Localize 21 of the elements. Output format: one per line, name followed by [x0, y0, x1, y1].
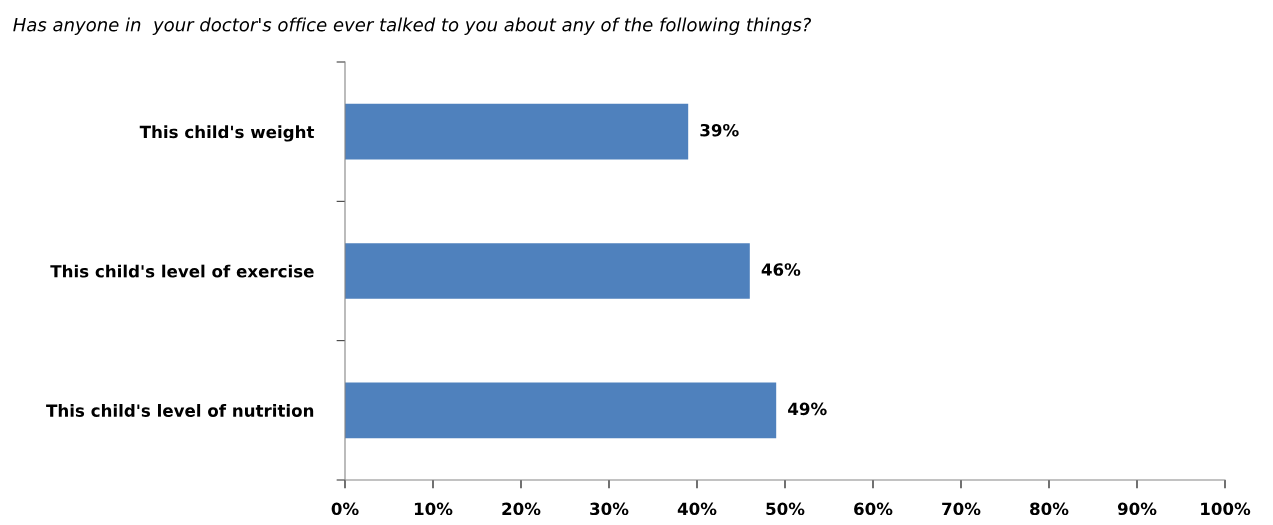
- x-tick-label: 30%: [590, 502, 629, 516]
- x-tick-label: 10%: [414, 502, 453, 516]
- bar: [345, 382, 777, 439]
- data-label: 49%: [788, 402, 827, 416]
- x-tick-label: 100%: [1201, 502, 1251, 516]
- bar: [345, 103, 689, 160]
- chart-title: Has anyone in your doctor's office ever talked to you about any of the following things?: [13, 17, 812, 35]
- bar: [345, 243, 750, 299]
- x-tick-label: 90%: [1117, 502, 1157, 516]
- y-tick-label: This child's level of nutrition: [46, 404, 314, 417]
- x-tick-label: 0%: [331, 502, 359, 516]
- x-tick-label: 50%: [766, 502, 805, 516]
- data-label: 46%: [761, 263, 801, 276]
- y-tick-label: This child's weight: [139, 125, 315, 142]
- x-tick-label: 20%: [502, 502, 541, 516]
- data-label: 39%: [700, 123, 739, 137]
- x-tick-label: 70%: [942, 502, 981, 516]
- x-tick-label: 60%: [854, 502, 893, 516]
- x-tick-label: 80%: [1030, 502, 1069, 516]
- y-tick-label: This child's level of exercise: [50, 264, 314, 278]
- x-tick-label: 40%: [677, 502, 717, 516]
